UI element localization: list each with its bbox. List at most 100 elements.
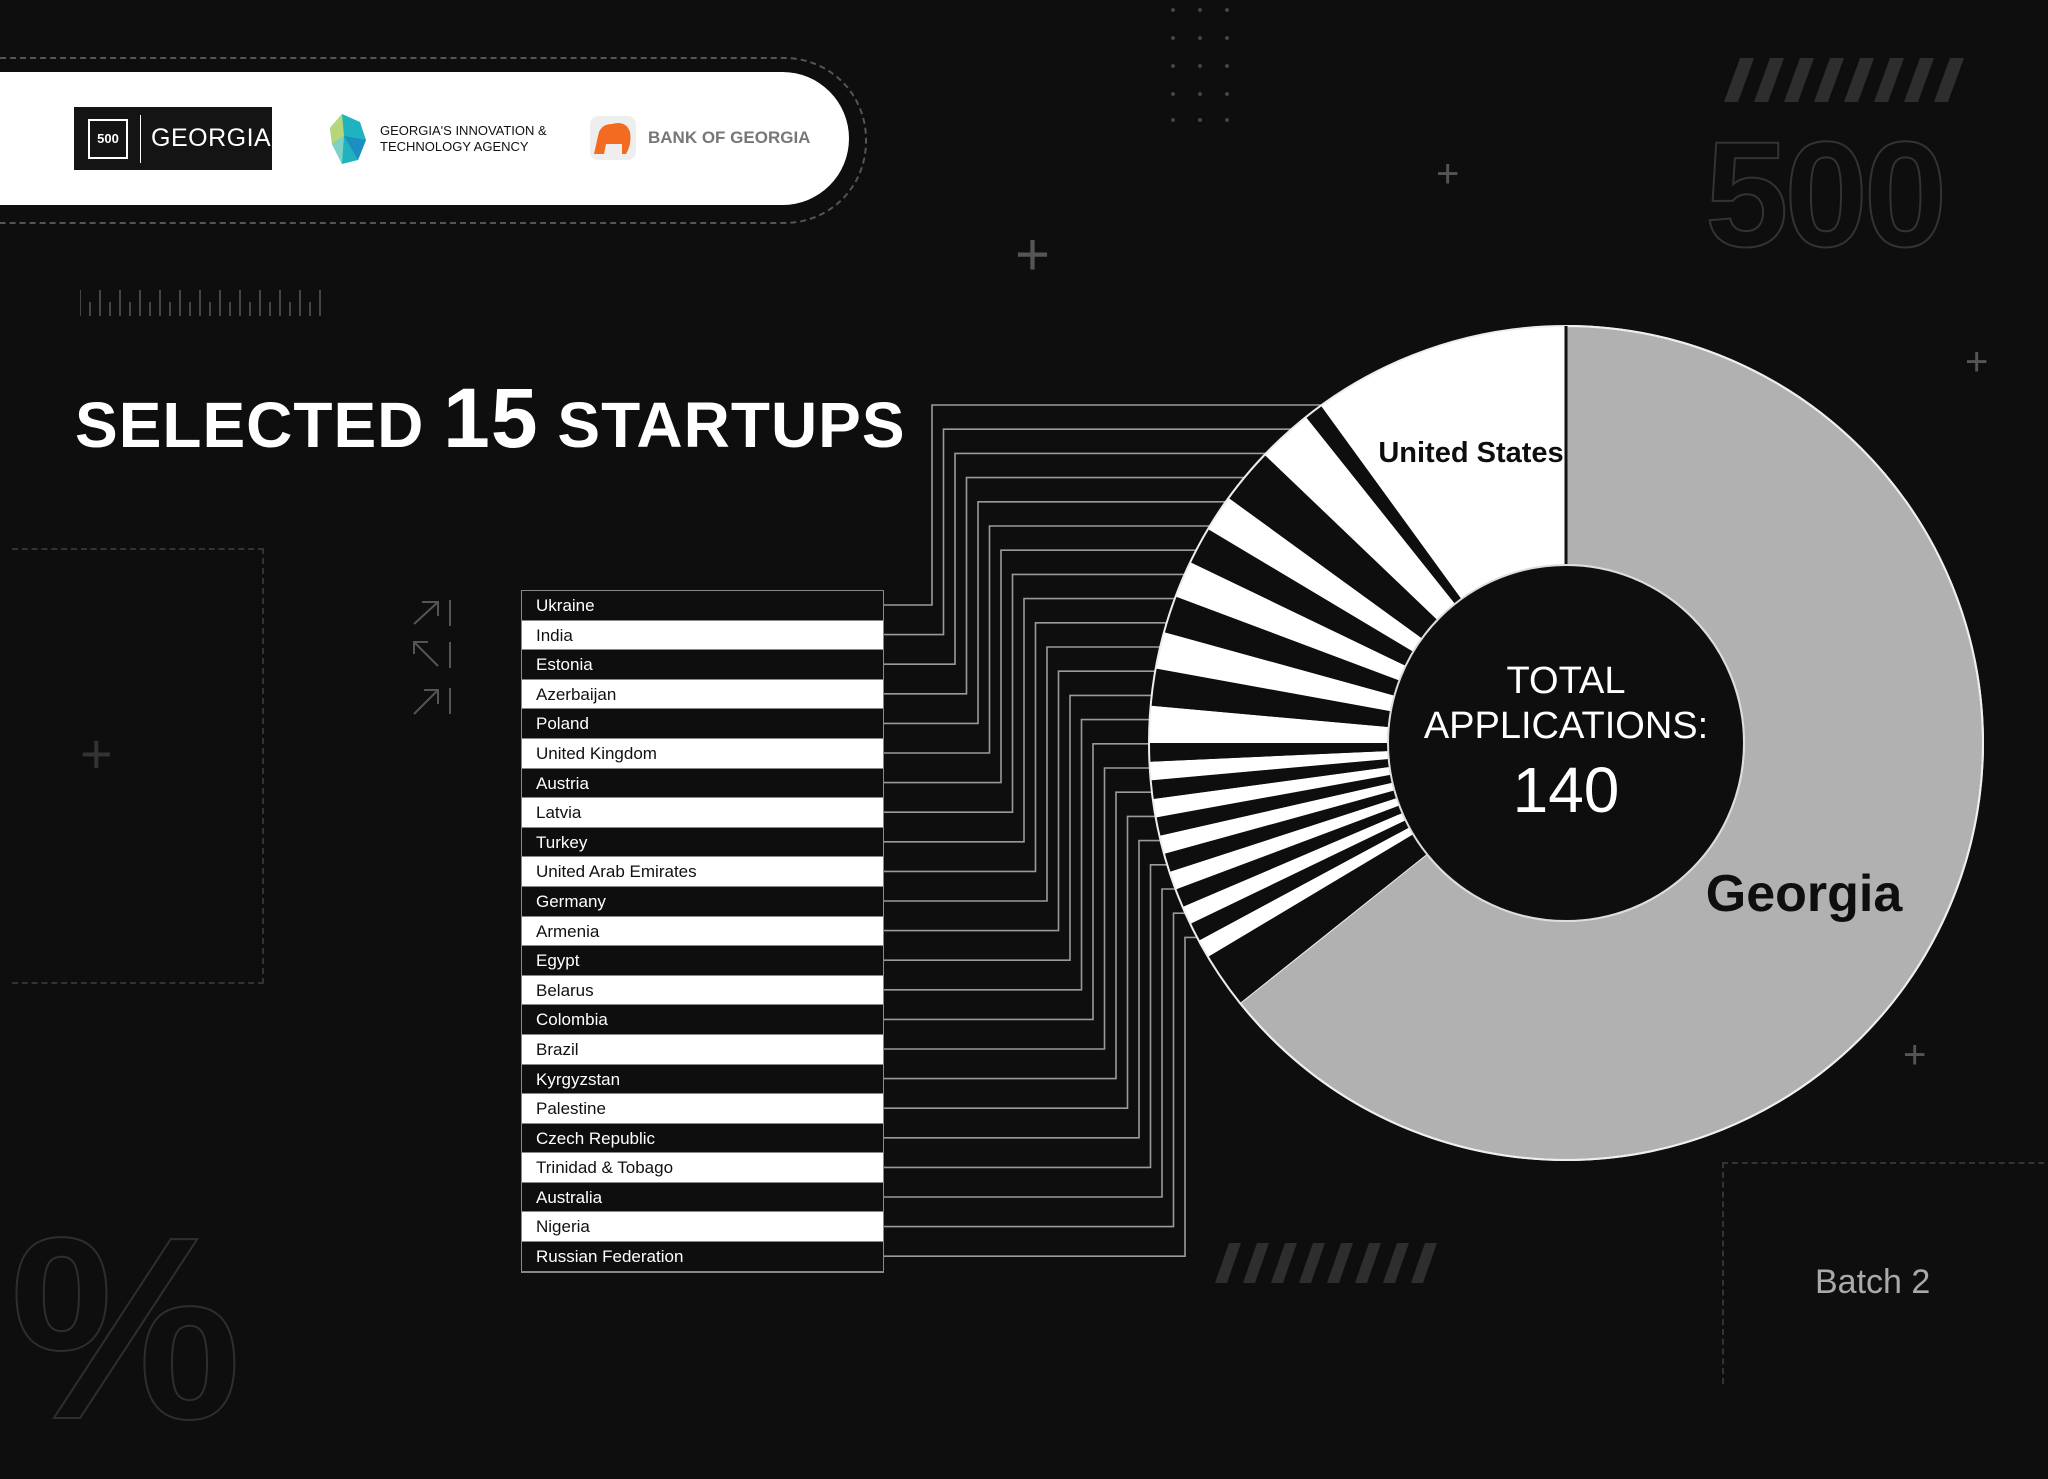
slice-russian-federation [1208,834,1427,1003]
slice-brazil [1159,782,1395,854]
page-title: SELECTED 15 STARTUPS [75,370,906,467]
legend-item: Australia [522,1182,883,1213]
slice-belarus [1152,766,1391,818]
connector-line [882,525,1214,754]
title-suffix: STARTUPS [538,389,906,461]
donut-chart: TOTAL APPLICATIONS: 140 Georgia United S… [882,324,1984,1257]
plus-icon: + [80,722,113,785]
legend-item: Estonia [522,650,883,680]
slice-label-georgia: Georgia [1706,865,1904,923]
logo-500-text: GEORGIA [151,124,272,152]
slice-colombia [1155,774,1393,836]
legend-item: Brazil [522,1034,883,1065]
connector-line [882,621,1171,873]
slice-united-arab-emirates [1149,705,1389,743]
slice-turkey [1150,668,1391,728]
slice-latvia [1155,632,1395,712]
legend-item: Belarus [522,975,883,1006]
header-dashed-outline [0,57,867,224]
slice-india [1264,416,1456,620]
slice-austria [1164,596,1400,696]
legend-item: Palestine [522,1094,883,1124]
legend-item: Ukraine [522,591,883,621]
connector-line [882,718,1154,991]
connector-line [882,549,1201,784]
slice-czech-republic [1175,805,1403,907]
plus-icon: + [1436,152,1460,196]
slice-nigeria [1198,827,1414,957]
slice-australia [1190,820,1410,941]
plus-icon: + [1903,1033,1927,1077]
slice-ukraine [1306,405,1462,604]
decorative-dashed-box-right [1722,1162,2048,1384]
connector-line [882,597,1179,843]
legend-item: Kyrgyzstan [522,1064,883,1095]
legend-item: Germany [522,886,883,917]
plus-icon: + [1965,340,1989,384]
slice-united-kingdom [1175,562,1406,681]
crystal-icon [330,114,366,164]
decorative-ticks [80,290,321,316]
legend-item: Czech Republic [522,1123,883,1154]
slice-poland [1190,529,1414,666]
donut-slices [1148,324,1984,1161]
legend-item: Azerbaijan [522,679,883,710]
connector-line [882,767,1154,1050]
center-label-line2: APPLICATIONS: [1424,705,1708,747]
connector-line [882,839,1165,1139]
bog-text: BANK OF GEORGIA [648,128,811,147]
connector-line [882,452,1270,666]
decorative-slashes-bottom [1215,1243,1437,1283]
connector-line [882,476,1249,695]
connector-line [882,646,1165,902]
decorative-slashes-top [1724,58,1964,102]
connector-line [882,500,1230,725]
decorative-500: 500 [1704,109,1948,279]
legend-item: Trinidad & Tobago [522,1153,883,1183]
connector-line [882,428,1296,636]
slice-estonia [1228,454,1438,639]
slice-azerbaijan [1208,497,1422,652]
logo-divider [140,114,141,163]
donut-hole [1387,564,1745,922]
legend-item: United Kingdom [522,738,883,769]
plus-icon: + [1015,221,1051,288]
connector-line [882,742,1154,1021]
slice-united-states [1320,326,1566,599]
legend-item: India [522,620,883,651]
slice-germany [1149,743,1389,762]
legend-item: Poland [522,709,883,739]
connector-line [882,404,1326,606]
legend-item: Austria [522,768,883,799]
connector-line [882,863,1172,1169]
connector-line [882,670,1160,932]
legend-item: Russian Federation [522,1242,883,1272]
logo-bank-of-georgia: BANK OF GEORGIA [586,114,810,162]
title-prefix: SELECTED [75,389,444,461]
lion-icon [590,116,636,160]
logo-500-georgia: 500 GEORGIA [74,107,272,170]
slice-egypt [1150,758,1390,799]
connector-line [882,815,1160,1109]
connector-line [882,694,1156,962]
decorative-dot-grid [1171,8,1229,122]
connector-line [882,573,1189,814]
legend-item: Egypt [522,946,883,976]
connector-line [882,888,1180,1198]
legend-item: Latvia [522,798,883,828]
gita-line2: TECHNOLOGY AGENCY [380,139,529,154]
legend-item: Colombia [522,1005,883,1035]
batch-label: Batch 2 [1815,1263,1931,1301]
slice-label-united-states: United States [1378,437,1563,469]
legend-item: Nigeria [522,1212,883,1243]
gita-line1: GEORGIA'S INNOVATION & [380,123,547,138]
center-label-line1: TOTAL [1507,660,1626,702]
country-legend-list: Ukraine India Estonia Azerbaijan Poland Unite… [521,590,884,1273]
slice-armenia [1149,750,1389,781]
connector-line [882,936,1202,1257]
title-number: 15 [443,371,539,465]
logo-500-badge: 500 [88,118,128,159]
connector-lines [882,404,1326,1257]
slice-trinidad-tobago [1182,812,1406,924]
legend-item: Turkey [522,827,883,858]
